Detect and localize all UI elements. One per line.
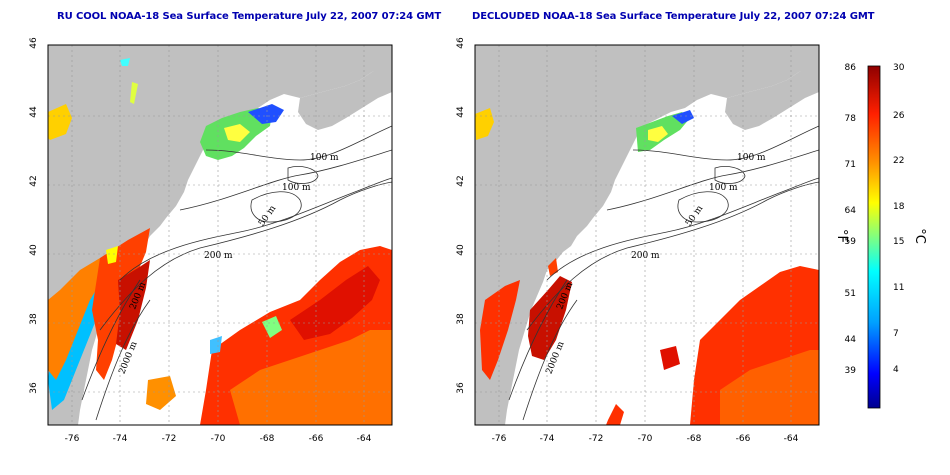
isobath-label-200: 200 m: [631, 251, 660, 261]
lon-tick--76: -76: [492, 434, 507, 444]
lon-tick--64: -64: [357, 434, 372, 444]
c-tick-22: 22: [893, 156, 904, 166]
lon-tick--70: -70: [638, 434, 653, 444]
lon-tick--74: -74: [540, 434, 555, 444]
isobath-label-100-b: 100 m: [709, 183, 738, 193]
left-sst-map: 100 m 100 m 50 m 200 m 200 m 2000 m: [48, 45, 392, 425]
f-tick-51: 51: [845, 289, 856, 299]
land-northeast: [48, 45, 392, 425]
left-map-frame: [47, 44, 393, 426]
lon-tick--72: -72: [162, 434, 177, 444]
c-tick-7: 7: [893, 329, 899, 339]
lon-tick--68: -68: [687, 434, 702, 444]
lat-tick-38: 38: [29, 313, 39, 325]
c-tick-18: 18: [893, 202, 905, 212]
c-tick-15: 15: [893, 237, 904, 247]
lon-tick--74: -74: [113, 434, 128, 444]
right-lat-axis: 46 44 42 40 38 36: [456, 37, 466, 394]
isobath-label-100-b: 100 m: [282, 183, 311, 193]
lat-tick-46: 46: [29, 37, 39, 49]
lat-tick-42: 42: [29, 175, 39, 186]
c-tick-4: 4: [893, 365, 899, 375]
f-tick-59: 59: [845, 237, 857, 247]
f-tick-71: 71: [845, 160, 856, 170]
left-lat-axis: 46 44 42 40 38 36: [29, 37, 39, 394]
lat-tick-36: 36: [29, 382, 39, 394]
lon-tick--64: -64: [784, 434, 799, 444]
f-tick-64: 64: [845, 206, 857, 216]
sst-pixels: [475, 108, 819, 425]
c-tick-30: 30: [893, 63, 905, 73]
lon-tick--66: -66: [736, 434, 751, 444]
land-nova-scotia: [298, 66, 392, 130]
isobath-label-200: 200 m: [204, 251, 233, 261]
left-lon-axis: -76 -74 -72 -70 -68 -66 -64: [65, 434, 372, 444]
right-sst-map: 100 m 100 m 50 m 200 m 200 m 2000 m: [475, 45, 819, 425]
c-tick-26: 26: [893, 111, 905, 121]
lon-tick--66: -66: [309, 434, 324, 444]
isobath-label-100-a: 100 m: [737, 153, 766, 163]
graticule: [475, 45, 819, 425]
lon-tick--72: -72: [589, 434, 604, 444]
temperature-colorbar: 86 78 71 64 59 51 44 39 30 26 22 18 15 1…: [834, 63, 927, 409]
lat-tick-40: 40: [29, 244, 39, 256]
lon-tick--70: -70: [211, 434, 226, 444]
isobath-label-100-a: 100 m: [310, 153, 339, 163]
lat-tick-36: 36: [456, 382, 466, 394]
lon-tick--76: -76: [65, 434, 80, 444]
left-map-title: RU COOL NOAA-18 Sea Surface Temperature …: [57, 11, 442, 22]
right-map-frame: [474, 44, 820, 426]
right-lon-axis: -76 -74 -72 -70 -68 -66 -64: [492, 434, 799, 444]
f-tick-78: 78: [845, 114, 857, 124]
land-nova-scotia: [725, 66, 819, 130]
land-northeast: [475, 45, 819, 425]
celsius-unit-label: °C: [912, 228, 927, 244]
lat-tick-44: 44: [456, 106, 466, 118]
f-tick-44: 44: [845, 335, 857, 345]
f-tick-39: 39: [845, 366, 857, 376]
f-tick-86: 86: [845, 63, 857, 73]
right-map-title: DECLOUDED NOAA-18 Sea Surface Temperatur…: [472, 11, 875, 22]
graticule: [48, 45, 392, 425]
lat-tick-40: 40: [456, 244, 466, 256]
c-tick-11: 11: [893, 283, 904, 293]
lat-tick-42: 42: [456, 175, 466, 186]
colorbar-gradient: [867, 65, 881, 409]
lat-tick-44: 44: [29, 106, 39, 118]
lon-tick--68: -68: [260, 434, 275, 444]
lat-tick-38: 38: [456, 313, 466, 325]
fahrenheit-unit-label: °F: [834, 229, 849, 243]
lat-tick-46: 46: [456, 37, 466, 49]
